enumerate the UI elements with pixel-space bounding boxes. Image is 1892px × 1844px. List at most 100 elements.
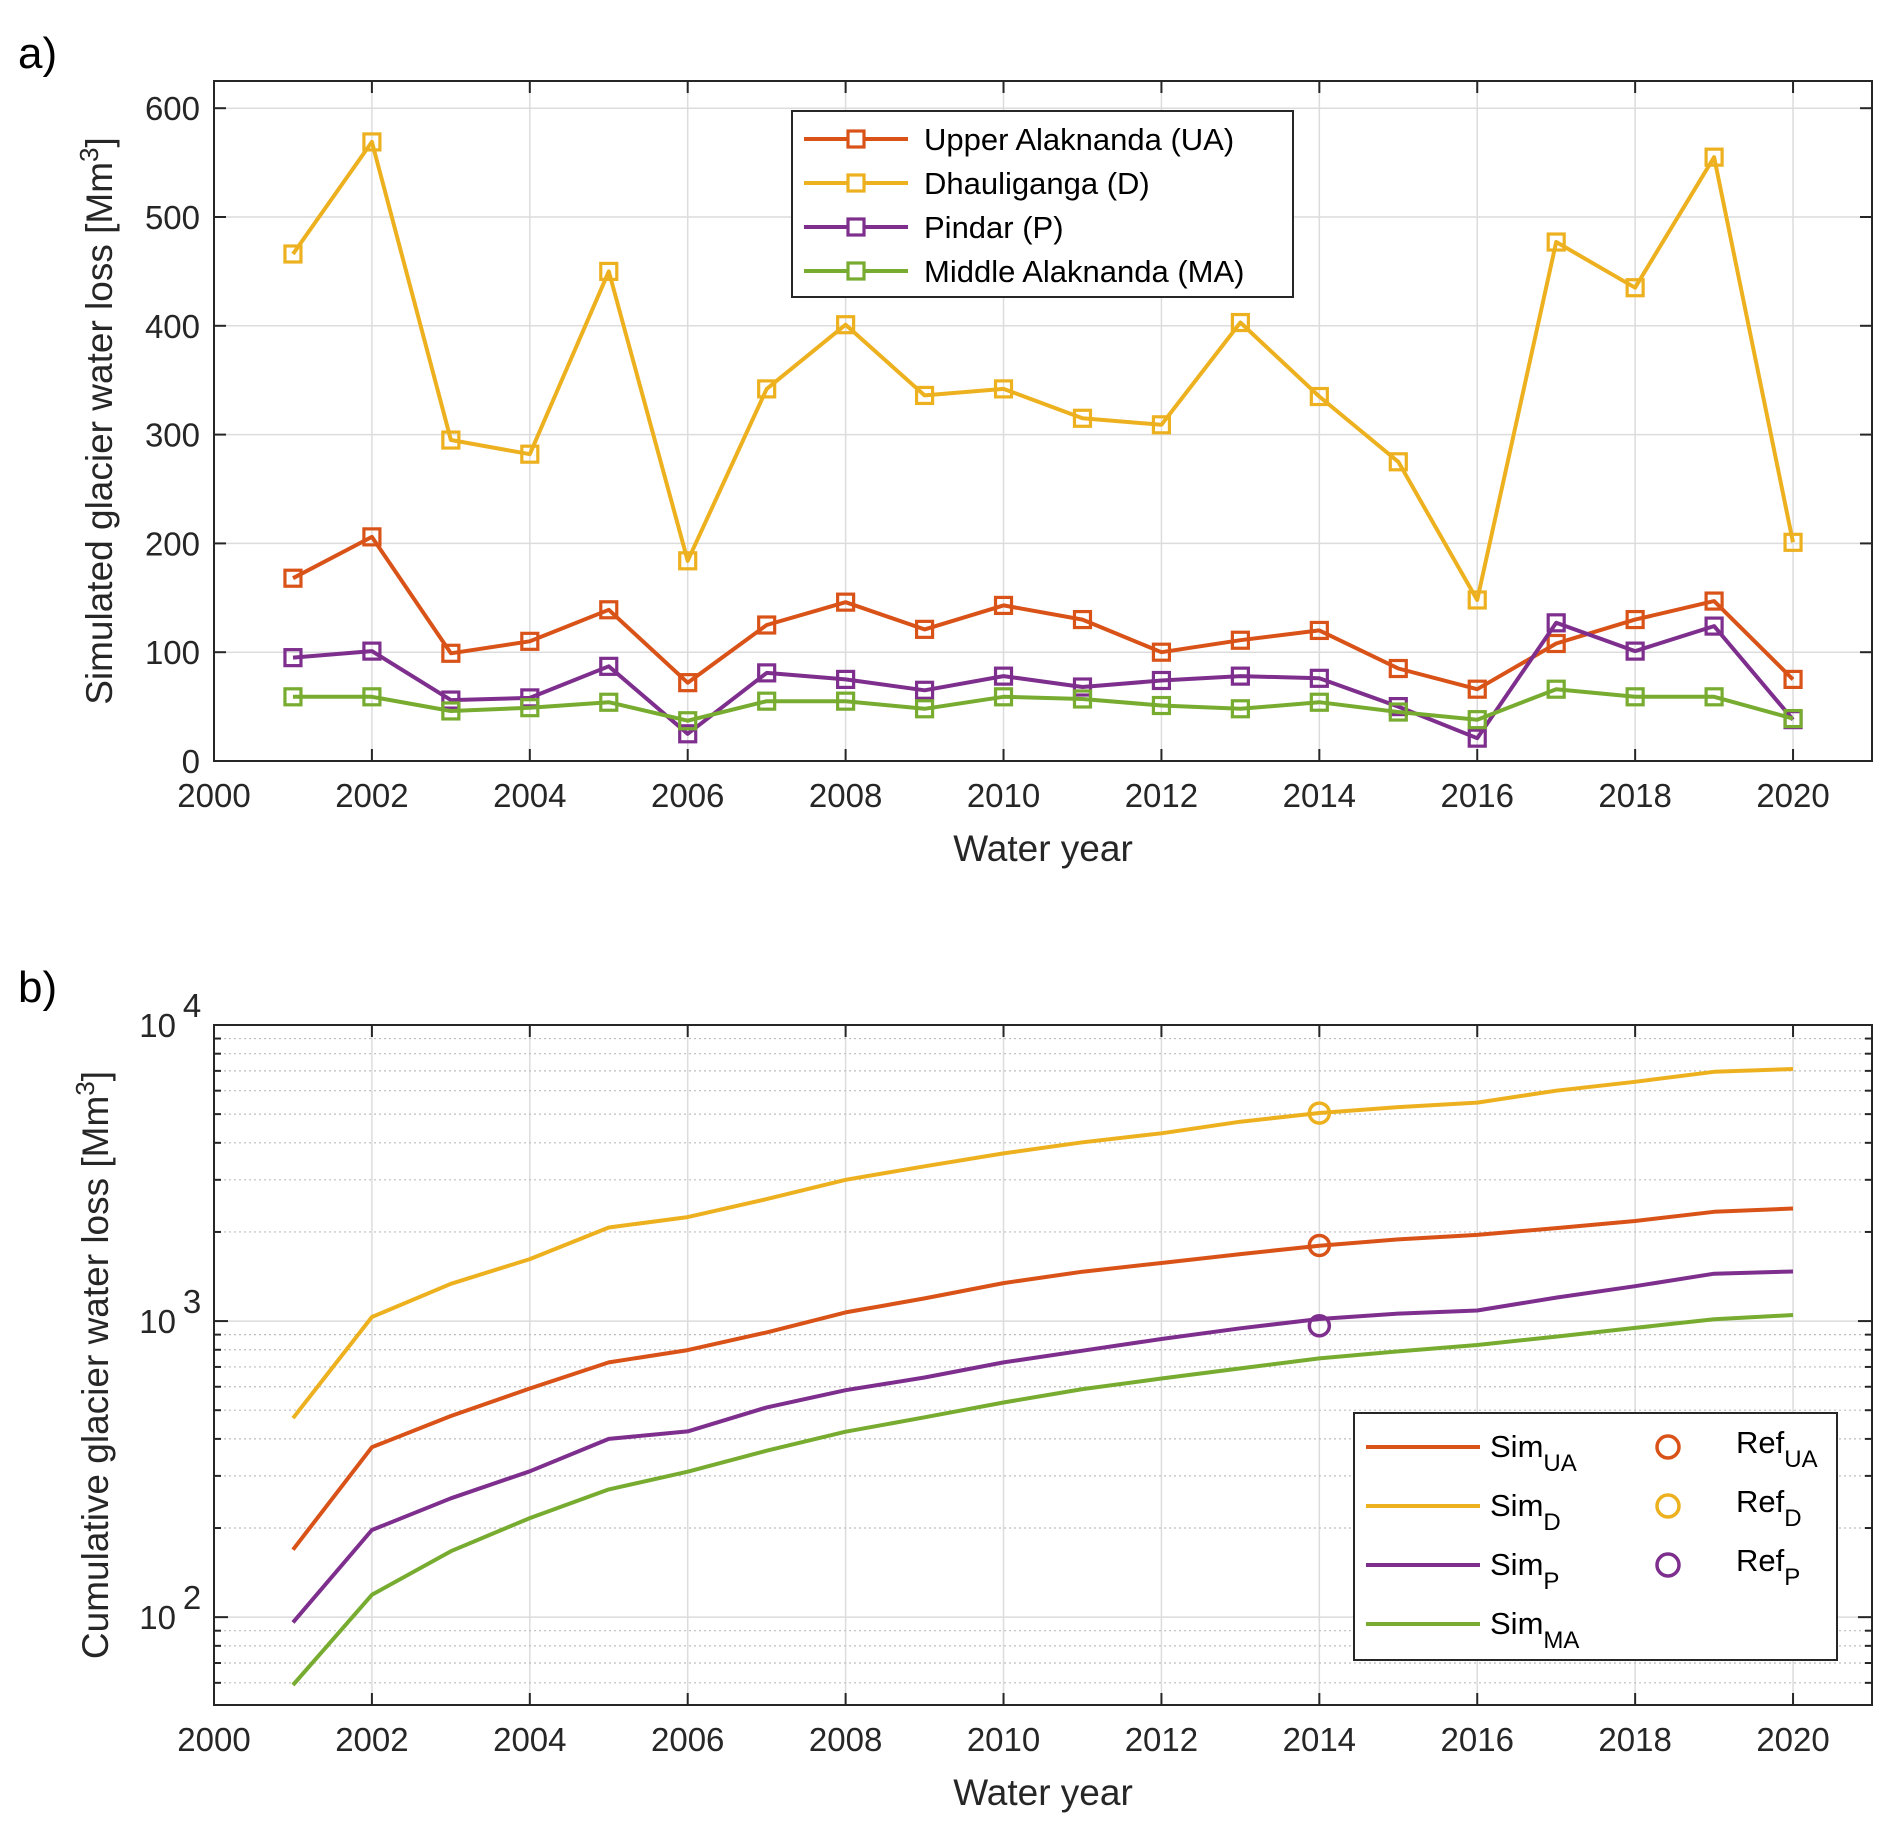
data-point-dhauliganga-d [599,261,619,281]
legend-item-ref-d: RefD [1655,1484,1802,1532]
data-point-dhauliganga-d [678,551,698,571]
data-point-pindar-p [1467,728,1487,748]
data-point-middle-alaknanda-ma [1704,687,1724,707]
data-point-pindar-p [599,656,619,676]
data-point-upper-alaknanda-ua [1546,633,1566,654]
legend-item-pindar-p: Pindar (P) [804,210,1064,245]
data-point-middle-alaknanda-ma [678,711,698,731]
legend-label-base: Ref [1736,1484,1785,1519]
series-middle-alaknanda-ma [283,679,1803,731]
data-point-pindar-p [836,669,856,690]
data-point-dhauliganga-d [1309,386,1329,407]
data-point-dhauliganga-d [1467,590,1487,610]
data-point-upper-alaknanda-ua [1230,630,1250,650]
data-point-upper-alaknanda-ua [1625,609,1645,630]
legend-square-marker-icon [846,173,866,193]
data-point-middle-alaknanda-ma [1230,699,1250,719]
data-point-upper-alaknanda-ua [993,595,1014,616]
data-point-upper-alaknanda-ua [1151,642,1172,662]
data-point-upper-alaknanda-ua [836,592,856,612]
series-line-sim-ua [291,1206,1794,1551]
data-point-dhauliganga-d [1625,278,1645,298]
data-point-middle-alaknanda-ma [836,691,856,711]
data-point-dhauliganga-d [1388,452,1408,472]
x-tick-label: 2020 [1756,1721,1829,1758]
x-tick-label: 2012 [1125,1721,1198,1758]
data-point-upper-alaknanda-ua [362,527,382,547]
data-point-upper-alaknanda-ua [1467,679,1487,699]
data-point-dhauliganga-d [836,315,856,335]
series-line-sim-p [291,1269,1794,1624]
legend-label: SimP [1490,1547,1559,1595]
x-tick-label: 2008 [809,777,882,814]
x-tick-label: 2014 [1283,777,1356,814]
series-line-upper-alaknanda-ua [292,534,1795,692]
legend-label-subscript: UA [1543,1450,1576,1477]
data-point-dhauliganga-d [1151,415,1172,435]
legend-label: Middle Alaknanda (MA) [924,254,1245,289]
y-tick-label: 10 [139,1303,176,1340]
data-point-middle-alaknanda-ma [1072,689,1093,709]
data-point-middle-alaknanda-ma [914,699,935,719]
legend-label: Dhauliganga (D) [924,166,1150,201]
data-point-middle-alaknanda-ma [283,687,303,707]
data-point-middle-alaknanda-ma [993,687,1014,707]
data-point-pindar-p [362,641,382,661]
reference-point-ref-d [1307,1101,1332,1125]
x-tick-label: 2006 [651,777,724,814]
data-point-upper-alaknanda-ua [914,619,935,639]
legend-label-base: Ref [1736,1543,1785,1578]
data-point-middle-alaknanda-ma [599,692,619,712]
x-tick-label: 2014 [1283,1721,1356,1758]
panel-b-axes-frame [213,1024,1873,1706]
y-tick-label: 10 [139,1007,176,1044]
legend-label: SimUA [1490,1429,1577,1477]
x-tick-label: 2000 [177,1721,250,1758]
series-line-sim-ma [291,1313,1794,1687]
data-point-dhauliganga-d [520,444,540,464]
data-point-middle-alaknanda-ma [1151,695,1172,716]
legend-item-middle-alaknanda-ma: Middle Alaknanda (MA) [804,254,1245,289]
data-point-pindar-p [1704,616,1724,636]
data-point-dhauliganga-d [441,430,461,450]
data-point-upper-alaknanda-ua [441,643,461,663]
legend-label: Upper Alaknanda (UA) [924,122,1234,157]
legend-label-base: Sim [1490,1606,1543,1641]
data-point-middle-alaknanda-ma [362,687,382,707]
x-tick-label: 2016 [1441,777,1514,814]
legend-item-sim-d: SimD [1366,1488,1561,1536]
data-point-middle-alaknanda-ma [757,691,777,711]
y-tick-label-exponent: 3 [183,1283,201,1320]
panel-b-grid [214,1025,1872,1705]
data-point-middle-alaknanda-ma [1309,692,1329,712]
panel-b-label: b) [18,963,57,1012]
series-upper-alaknanda-ua [283,527,1803,699]
series-line-pindar-p [292,620,1795,741]
data-point-dhauliganga-d [914,385,935,406]
panel-a-legend: Upper Alaknanda (UA) Dhauliganga (D) Pinda… [791,110,1294,298]
legend-item-sim-p: SimP [1366,1547,1559,1595]
legend-item-dhauliganga-d: Dhauliganga (D) [804,166,1150,201]
legend-square-marker-icon [846,129,866,149]
y-tick-label: 0 [182,743,200,780]
legend-square-marker-icon [846,217,866,237]
x-tick-label: 2010 [967,1721,1040,1758]
legend-item-ref-p: RefP [1655,1543,1800,1591]
data-point-pindar-p [1546,613,1566,633]
legend-label: RefUA [1736,1425,1818,1473]
x-tick-label: 2004 [493,777,566,814]
legend-item-upper-alaknanda-ua: Upper Alaknanda (UA) [804,122,1234,157]
legend-item-sim-ma: SimMA [1366,1606,1579,1654]
legend-label: SimD [1490,1488,1561,1536]
legend-box [1353,1412,1838,1661]
data-point-middle-alaknanda-ma [1388,702,1408,722]
series-line-dhauliganga-d [291,139,1795,602]
y-tick-label: 10 [139,1599,176,1636]
data-point-upper-alaknanda-ua [1388,658,1408,679]
data-point-dhauliganga-d [993,379,1014,399]
panel-a-ticks: 2000 2002 2004 2006 2008 2010 2012 2014 2016 2018… [145,81,1872,814]
y-tick-label: 100 [145,634,200,671]
data-point-dhauliganga-d [1230,312,1250,333]
